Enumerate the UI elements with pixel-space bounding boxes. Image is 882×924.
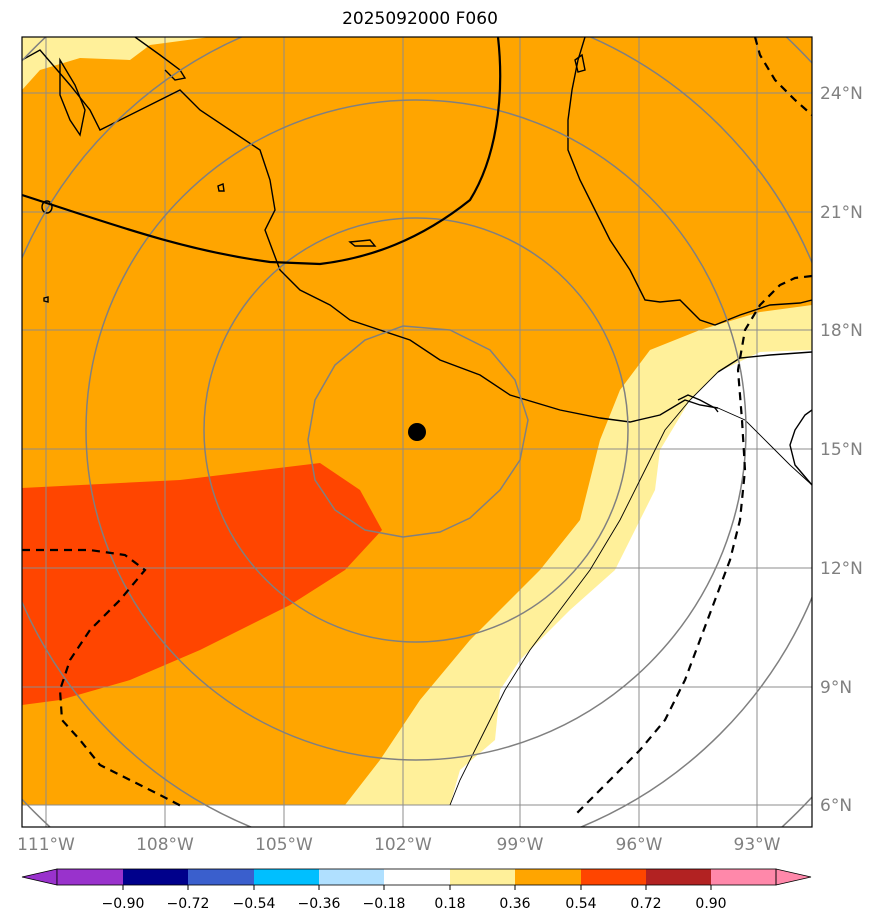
colorbar-segment [450, 869, 515, 885]
colorbar-tick-label: −0.18 [363, 896, 406, 912]
dashed-contours [22, 37, 812, 816]
colorbar-segment [646, 869, 711, 885]
solid-line-contour [22, 37, 502, 266]
colorbar-segment [319, 869, 384, 885]
colorbar-segment [254, 869, 319, 885]
colorbar-tick-label: 0.72 [630, 896, 661, 912]
lon-label: 96°W [616, 835, 663, 855]
storm-center-marker [408, 423, 426, 441]
colorbar-segment [123, 869, 188, 885]
colorbar-tick-label: −0.54 [233, 896, 276, 912]
lon-label: 99°W [497, 835, 544, 855]
lon-label: 108°W [136, 835, 194, 855]
colorbar-segment [581, 869, 646, 885]
colorbar-extend-min [21, 868, 58, 886]
lat-label: 9°N [820, 678, 852, 698]
colorbar-tick-label: −0.36 [298, 896, 341, 912]
lon-label: 102°W [374, 835, 432, 855]
colorbar-extend-max [775, 868, 812, 886]
colorbar: −0.90 −0.72 −0.54 −0.36 −0.18 0.18 0.36 … [21, 868, 812, 912]
lon-label: 93°W [734, 835, 781, 855]
lat-label: 15°N [820, 440, 863, 460]
colorbar-tick-label: 0.54 [565, 896, 596, 912]
map-frame [21, 36, 813, 828]
lat-axis-labels: 6°N 9°N 12°N 15°N 18°N 21°N 24°N [820, 84, 863, 816]
colorbar-tick-label: −0.72 [167, 896, 210, 912]
plot-title: 2025092000 F060 [342, 9, 498, 29]
lat-label: 24°N [820, 84, 863, 104]
lon-label: 105°W [255, 835, 313, 855]
colorbar-tick-label: 0.90 [695, 896, 726, 912]
colorbar-segment [57, 869, 123, 885]
range-ring-2 [203, 217, 629, 643]
colorbar-segment [711, 869, 776, 885]
lat-label: 18°N [820, 321, 863, 341]
map-bottom-blank [22, 805, 812, 827]
thin-contours [449, 371, 812, 806]
fill-band-0.54-0.72 [22, 463, 382, 705]
lat-label: 6°N [820, 796, 852, 816]
colorbar-segment [515, 869, 581, 885]
lon-axis-labels: 111°W 108°W 105°W 102°W 99°W 96°W 93°W [17, 835, 781, 855]
lon-label: 111°W [17, 835, 75, 855]
lat-label: 12°N [820, 559, 863, 579]
range-ring-1 [307, 325, 529, 538]
colorbar-tick-label: 0.18 [434, 896, 465, 912]
fill-band-white-region [450, 350, 812, 805]
colorbar-frame [56, 868, 777, 886]
colorbar-tick-label: −0.90 [102, 896, 145, 912]
colorbar-tick-label: 0.36 [499, 896, 530, 912]
colorbar-segment [384, 869, 450, 885]
range-ring-3 [85, 99, 747, 761]
colorbar-segment [188, 869, 254, 885]
lat-label: 21°N [820, 203, 863, 223]
